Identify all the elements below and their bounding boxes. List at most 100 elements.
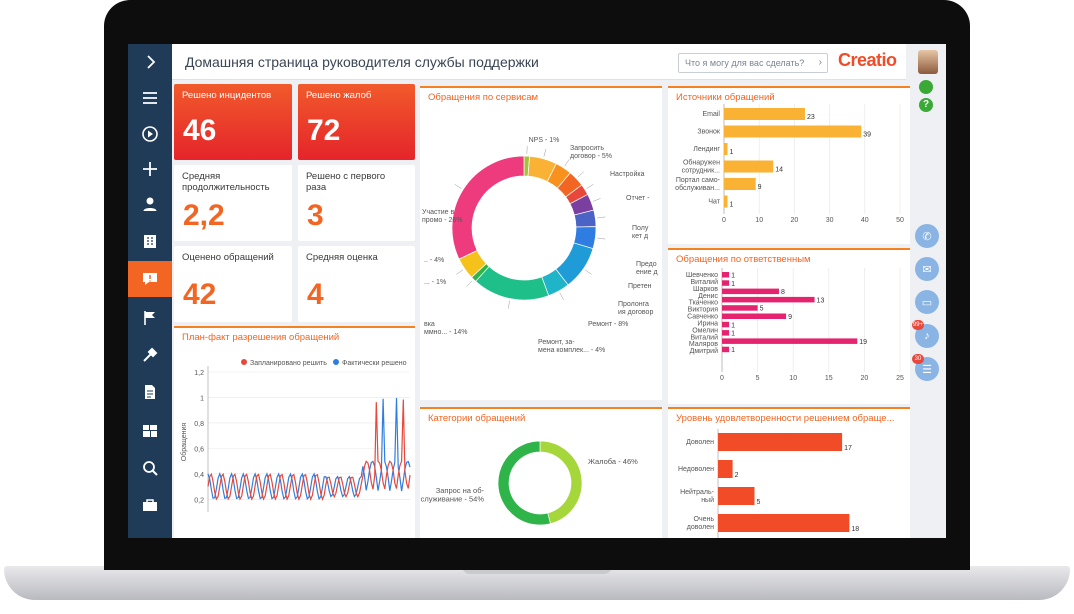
email-icon[interactable]: ✉ [915, 257, 939, 281]
category-label: Чат [708, 199, 720, 206]
bar [724, 160, 774, 173]
tile-label: Решено с первого раза [306, 171, 386, 193]
document-icon [145, 385, 155, 399]
bar [722, 338, 858, 344]
category-label: Маляров [689, 341, 718, 348]
category-label: ный [701, 496, 714, 504]
leader-line [454, 184, 462, 189]
tile-rated-cases[interactable]: Оценено обращений 42 [174, 246, 292, 322]
sidebar-item-menu[interactable] [128, 80, 172, 116]
donut-label: ммно... - 14% [424, 329, 467, 336]
donut-slice [475, 266, 550, 301]
briefcase-icon [143, 499, 157, 511]
tile-label: Средняя оценка [306, 252, 378, 263]
bar [724, 195, 728, 208]
tile-average-rating[interactable]: Средняя оценка 4 [298, 246, 415, 322]
sidebar-item-briefcase[interactable] [128, 487, 172, 523]
tick-label: 5 [756, 375, 760, 382]
leader-line [466, 280, 473, 287]
category-label: Виталий [690, 278, 718, 286]
bar [718, 433, 843, 451]
category-label: Савченко [687, 314, 718, 321]
building-icon [144, 235, 156, 248]
help-icon[interactable]: ? [919, 98, 933, 112]
donut-label: Настройка [610, 170, 645, 178]
data-label: 5 [757, 499, 761, 506]
categories-donut-chart: Жалоба - 46% Запрос на об-служивание - 54… [421, 440, 638, 526]
notification-badge: 99+ [912, 320, 924, 330]
tick-label: 40 [861, 217, 869, 224]
category-label: Денис [698, 293, 718, 300]
category-label: Дмитрий [690, 347, 718, 355]
alert-icon [143, 273, 157, 285]
category-label: Ткаченко [689, 300, 718, 307]
tile-average-duration[interactable]: Средняя продолжительность 2,2 [174, 165, 292, 241]
right-panel: ? ✆ ✉ ▭ ♪ 99+ ☰ 30 [906, 44, 946, 538]
user-avatar[interactable] [918, 50, 938, 74]
donut-label: ение д [636, 269, 658, 276]
sidebar-item-document[interactable] [128, 374, 172, 410]
sidebar-item-play[interactable] [128, 116, 172, 152]
tile-value: 46 [183, 114, 217, 147]
bar [718, 460, 733, 478]
category-label: Недоволен [678, 466, 714, 473]
donut-label: Предо [636, 261, 657, 268]
tile-resolved-incidents[interactable]: Решено инцидентов 46 [174, 84, 292, 160]
sidebar-item-plus[interactable] [128, 151, 172, 187]
sidebar-item-flag[interactable] [128, 300, 172, 336]
phone-icon[interactable]: ✆ [915, 224, 939, 248]
tick-label: 0,2 [194, 497, 204, 504]
sidebar-item-alert[interactable] [128, 261, 172, 297]
sidebar-item-building[interactable] [128, 223, 172, 259]
tick-label: 0,8 [194, 421, 204, 428]
leader-line [597, 237, 606, 240]
widget-sources: Источники обращений 0 10 20 30 40 50 23 Email 39… [668, 86, 910, 244]
category-label: Портал само- [676, 177, 721, 184]
widget-title: План-факт разрешения обращений [182, 332, 340, 343]
plus-icon [143, 162, 157, 176]
leader-line [564, 159, 570, 167]
command-search-input[interactable]: Что я могу для вас сделать? › [678, 53, 828, 73]
donut-label: служивание - 54% [421, 495, 485, 504]
legend-marker [241, 359, 247, 365]
sidebar-item-dashboard[interactable] [128, 413, 172, 449]
gear-icon[interactable] [919, 80, 933, 94]
series-line [207, 397, 411, 501]
tick-label: 10 [755, 217, 763, 224]
donut-label: кет д [632, 233, 648, 240]
widget-satisfaction: Уровень удовлетворенности решением обращ… [668, 407, 910, 538]
leader-line [586, 184, 594, 189]
bar [724, 125, 862, 138]
category-label: Доволен [686, 439, 714, 446]
donut-label: Претен [628, 283, 652, 290]
category-label: Омелин [692, 327, 718, 334]
tile-label: Решено жалоб [306, 90, 372, 101]
sources-bar-chart: 0 10 20 30 40 50 23 Email 39 Звонок 1 Лендинг 14 Обна… [675, 104, 904, 224]
sidebar-item-tools[interactable] [128, 337, 172, 373]
sidebar-item-chevron-right[interactable] [128, 44, 172, 80]
donut-label: Ремонт - 8% [588, 321, 628, 328]
data-label: 1 [730, 202, 734, 209]
tile-label: Оценено обращений [182, 252, 274, 263]
category-label: Нейтраль- [680, 488, 715, 496]
bar [722, 280, 730, 286]
sidebar-item-search-chart[interactable] [128, 450, 172, 486]
chat-icon[interactable]: ▭ [915, 290, 939, 314]
sidebar-item-user[interactable] [128, 186, 172, 222]
bar [724, 108, 805, 120]
donut-label: вка [424, 321, 435, 328]
donut-label: ия договор [618, 309, 653, 316]
menu-icon [143, 92, 157, 104]
tick-label: 50 [896, 217, 904, 224]
tick-label: 10 [789, 375, 797, 382]
tile-first-contact-resolution[interactable]: Решено с первого раза 3 [298, 165, 415, 241]
leader-line [577, 171, 584, 178]
tile-resolved-complaints[interactable]: Решено жалоб 72 [298, 84, 415, 160]
data-label: 19 [859, 339, 867, 346]
tick-label: 0,4 [194, 472, 204, 479]
bar [724, 143, 728, 155]
widget-title: Уровень удовлетворенности решением обращ… [676, 413, 895, 424]
bar [722, 346, 730, 353]
donut-label: ... - 1% [424, 279, 446, 286]
user-icon [143, 197, 157, 211]
